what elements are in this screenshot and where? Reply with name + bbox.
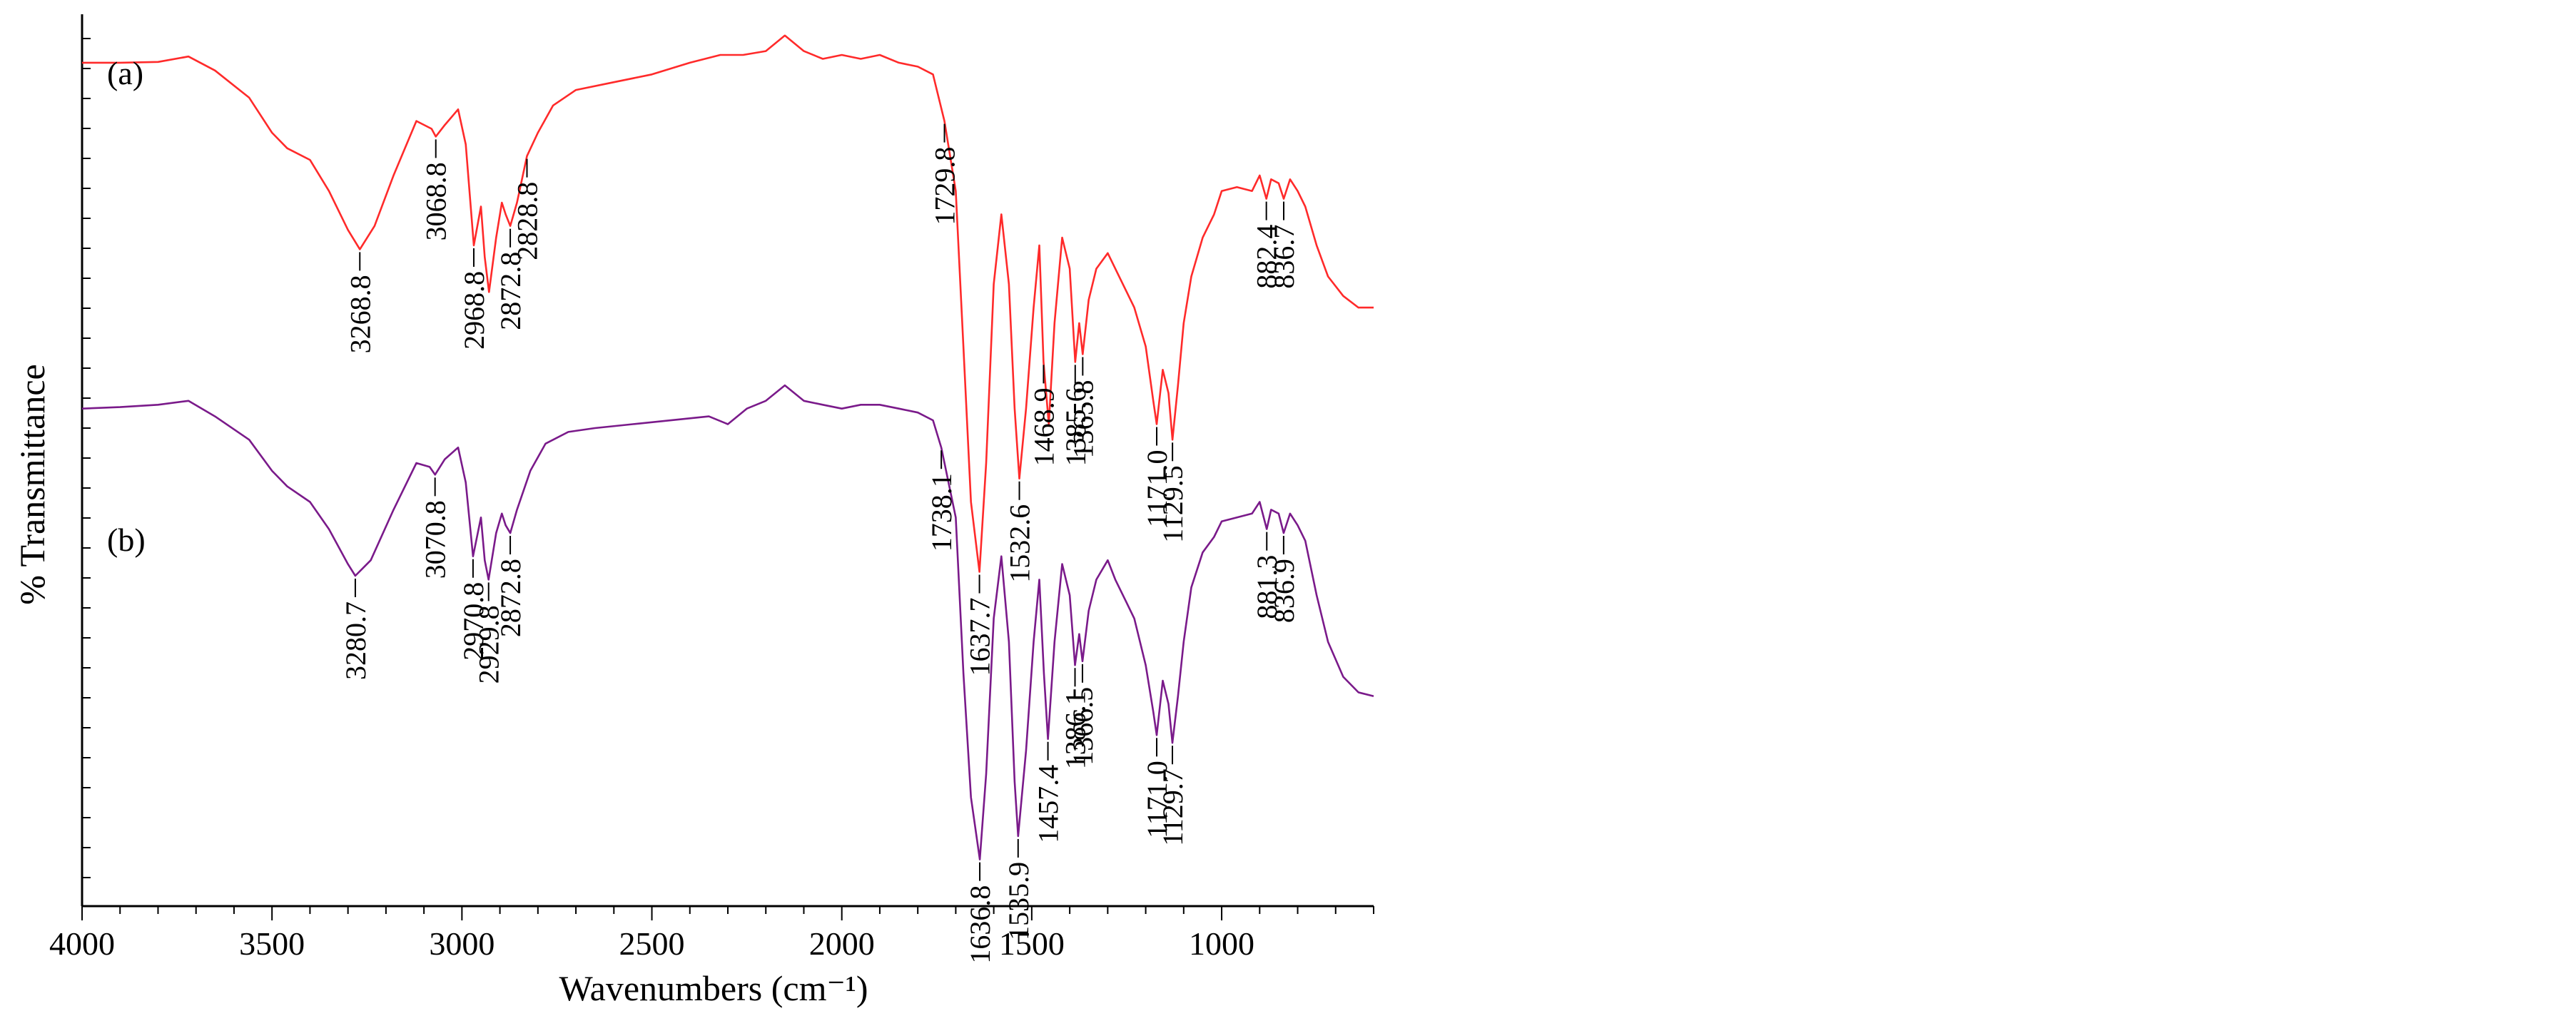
peak-label: 3268.8 xyxy=(344,275,376,353)
peak-label: 881.3 xyxy=(1251,555,1283,619)
series-layer xyxy=(81,34,1374,860)
peak-label: 1385.6 xyxy=(1060,387,1092,466)
peak-label: 1738.1 xyxy=(926,473,958,552)
peak-label: 1171.0 xyxy=(1141,761,1173,838)
peak-label: 836.9 xyxy=(1268,559,1300,623)
peak-label: 1366.5 xyxy=(1067,687,1099,766)
peak-label: 1535.9 xyxy=(1003,862,1035,940)
series-line xyxy=(81,384,1374,860)
x-tick-label: 2000 xyxy=(809,925,875,962)
peak-label: 2828.8 xyxy=(512,182,544,260)
panel-label: (b) xyxy=(107,522,146,558)
peak-label: 1532.6 xyxy=(1004,504,1036,583)
peak-label: 2970.8 xyxy=(457,582,490,661)
peak-label: 1457.4 xyxy=(1033,765,1065,843)
panel-label: (a) xyxy=(107,55,143,91)
y-axis-title: % Transmittance xyxy=(12,364,52,604)
x-axis-title: Wavenumbers (cm⁻¹) xyxy=(559,968,868,1008)
peak-label: 1637.7 xyxy=(964,598,996,676)
peak-label: 1729.8 xyxy=(929,147,961,225)
peak-label: 2872.8 xyxy=(495,252,527,330)
peak-label: 1468.9 xyxy=(1028,387,1060,466)
x-tick-label: 4000 xyxy=(49,925,115,962)
peak-label: 1365.8 xyxy=(1067,380,1099,459)
x-tick-label: 1000 xyxy=(1189,925,1254,962)
peak-label: 836.7 xyxy=(1268,225,1300,289)
peak-label: 1636.8 xyxy=(964,885,996,964)
peak-label: 3068.8 xyxy=(420,162,452,240)
chart-axes: 4000 3500 3000 2500 2000 1500 1000 xyxy=(49,14,1374,962)
x-tick-label: 2500 xyxy=(619,925,685,962)
peak-label: 2968.8 xyxy=(458,271,490,350)
peak-label: 3280.7 xyxy=(340,601,372,680)
peak-label: 1129.5 xyxy=(1157,465,1189,543)
peak-label: 3070.8 xyxy=(420,500,452,579)
x-tick-label: 3000 xyxy=(429,925,495,962)
peak-label: 882.4 xyxy=(1251,225,1283,289)
peak-label: 2929.8 xyxy=(473,605,505,684)
x-tick-label: 3500 xyxy=(239,925,305,962)
series-line xyxy=(82,34,1374,573)
peak-label: 2872.8 xyxy=(495,559,527,637)
peak-label: 1171.0 xyxy=(1141,450,1173,528)
x-tick-label: 1500 xyxy=(999,925,1065,962)
peak-label: 1386.1 xyxy=(1060,691,1092,769)
peak-labels-layer: (a)3268.83068.82968.82828.82872.81729.81… xyxy=(107,55,1300,964)
peak-label: 1129.7 xyxy=(1157,768,1189,846)
